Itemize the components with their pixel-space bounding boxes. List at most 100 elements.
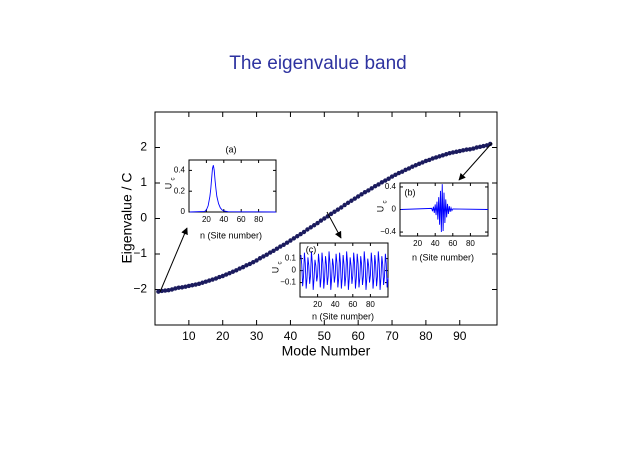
y-tick-label: −1 xyxy=(133,246,147,260)
data-point xyxy=(450,150,456,155)
data-point xyxy=(457,148,462,154)
chart-title: The eigenvalue band xyxy=(229,53,406,74)
y-axis-label-subscript: c xyxy=(383,201,389,204)
x-axis-label: n (Site number) xyxy=(412,252,474,262)
x-tick-label: 50 xyxy=(318,329,332,343)
x-tick-label: 40 xyxy=(431,239,440,248)
data-point xyxy=(284,240,290,245)
data-point xyxy=(410,164,415,169)
data-point xyxy=(420,160,425,165)
data-point xyxy=(454,149,459,154)
data-line xyxy=(189,165,277,213)
data-point xyxy=(250,259,256,265)
y-axis-label: U xyxy=(375,206,385,213)
y-tick-label: 0 xyxy=(181,207,186,216)
data-point xyxy=(173,286,178,291)
inset-chart: 20 40 60 80 −0.4 0 0.4 (b) n (Site number) Uc xyxy=(375,182,489,262)
y-tick-label: −2 xyxy=(133,282,147,296)
data-point xyxy=(223,272,229,277)
x-tick-label: 40 xyxy=(219,215,228,224)
y-axis-label-subscript: c xyxy=(278,262,284,265)
x-tick-label: 40 xyxy=(284,329,298,343)
data-point xyxy=(349,198,354,203)
data-line xyxy=(300,251,389,290)
data-point xyxy=(162,288,168,293)
data-point xyxy=(339,205,344,210)
data-point xyxy=(359,192,364,197)
data-point xyxy=(288,238,293,243)
data-point xyxy=(298,231,303,237)
x-tick-label: 40 xyxy=(331,300,340,309)
data-point xyxy=(386,176,391,181)
x-tick-label: 80 xyxy=(466,239,475,248)
data-point xyxy=(379,180,385,185)
inset-chart: 20 40 60 80 −0.1 0 0.1 (c) n (Site number) Uc xyxy=(270,242,389,321)
inset-chart: 20 40 60 80 0 0.2 0.4 (a) n (Site number) Uc xyxy=(163,144,277,240)
data-point xyxy=(234,268,239,273)
x-tick-label: 60 xyxy=(237,215,246,224)
y-axis-label: Eigenvalue / C xyxy=(119,172,135,263)
data-point xyxy=(430,156,435,161)
x-axis-label: Mode Number xyxy=(282,343,371,359)
data-point xyxy=(291,236,297,241)
data-point xyxy=(267,250,273,255)
data-point xyxy=(227,270,232,276)
data-point xyxy=(416,161,422,167)
data-point xyxy=(281,242,286,247)
data-point xyxy=(477,144,483,149)
inset-title: (a) xyxy=(226,144,237,154)
data-point xyxy=(264,252,269,257)
x-axis-label: n (Site number) xyxy=(312,311,374,321)
data-point xyxy=(318,218,324,223)
data-point xyxy=(440,153,446,158)
x-tick-label: 90 xyxy=(453,329,467,343)
data-point xyxy=(393,172,398,178)
y-tick-label: 1 xyxy=(140,175,147,189)
data-point xyxy=(427,157,432,163)
x-tick-label: 30 xyxy=(250,329,264,343)
arrow xyxy=(159,227,188,293)
x-tick-label: 60 xyxy=(448,239,457,248)
y-tick-label: 0.4 xyxy=(385,182,397,191)
data-point xyxy=(257,256,263,261)
inset-title: (b) xyxy=(405,187,416,197)
data-point xyxy=(484,143,490,148)
data-point xyxy=(322,216,327,221)
data-point xyxy=(396,170,402,176)
data-point xyxy=(399,169,405,174)
data-point xyxy=(247,261,253,267)
arrow xyxy=(326,211,342,239)
y-tick-label: 2 xyxy=(140,140,147,154)
y-axis-label: U xyxy=(163,183,173,190)
x-tick-label: 80 xyxy=(366,300,375,309)
data-point xyxy=(433,155,439,160)
data-point xyxy=(369,186,374,191)
data-point xyxy=(342,202,347,208)
data-point xyxy=(467,147,473,152)
x-tick-label: 20 xyxy=(216,329,230,343)
data-point xyxy=(217,274,222,280)
y-axis-label-subscript: c xyxy=(171,178,177,181)
data-point xyxy=(206,278,212,283)
data-point xyxy=(261,254,266,259)
y-tick-label: 0 xyxy=(140,211,147,225)
data-point xyxy=(460,148,466,153)
data-point xyxy=(169,287,175,292)
data-point xyxy=(190,283,195,288)
data-point xyxy=(464,147,469,152)
data-point xyxy=(376,182,381,187)
data-point xyxy=(156,289,161,294)
x-tick-label: 70 xyxy=(385,329,399,343)
y-tick-label: −0.1 xyxy=(280,278,296,287)
data-point xyxy=(301,229,307,235)
data-point xyxy=(176,285,181,290)
data-point xyxy=(210,277,215,282)
data-point xyxy=(481,143,486,149)
data-point xyxy=(423,158,429,164)
data-point xyxy=(437,154,442,159)
data-point xyxy=(186,283,192,289)
data-point xyxy=(383,178,388,183)
arrow xyxy=(458,142,493,181)
data-point xyxy=(332,209,337,214)
data-line xyxy=(400,184,489,233)
